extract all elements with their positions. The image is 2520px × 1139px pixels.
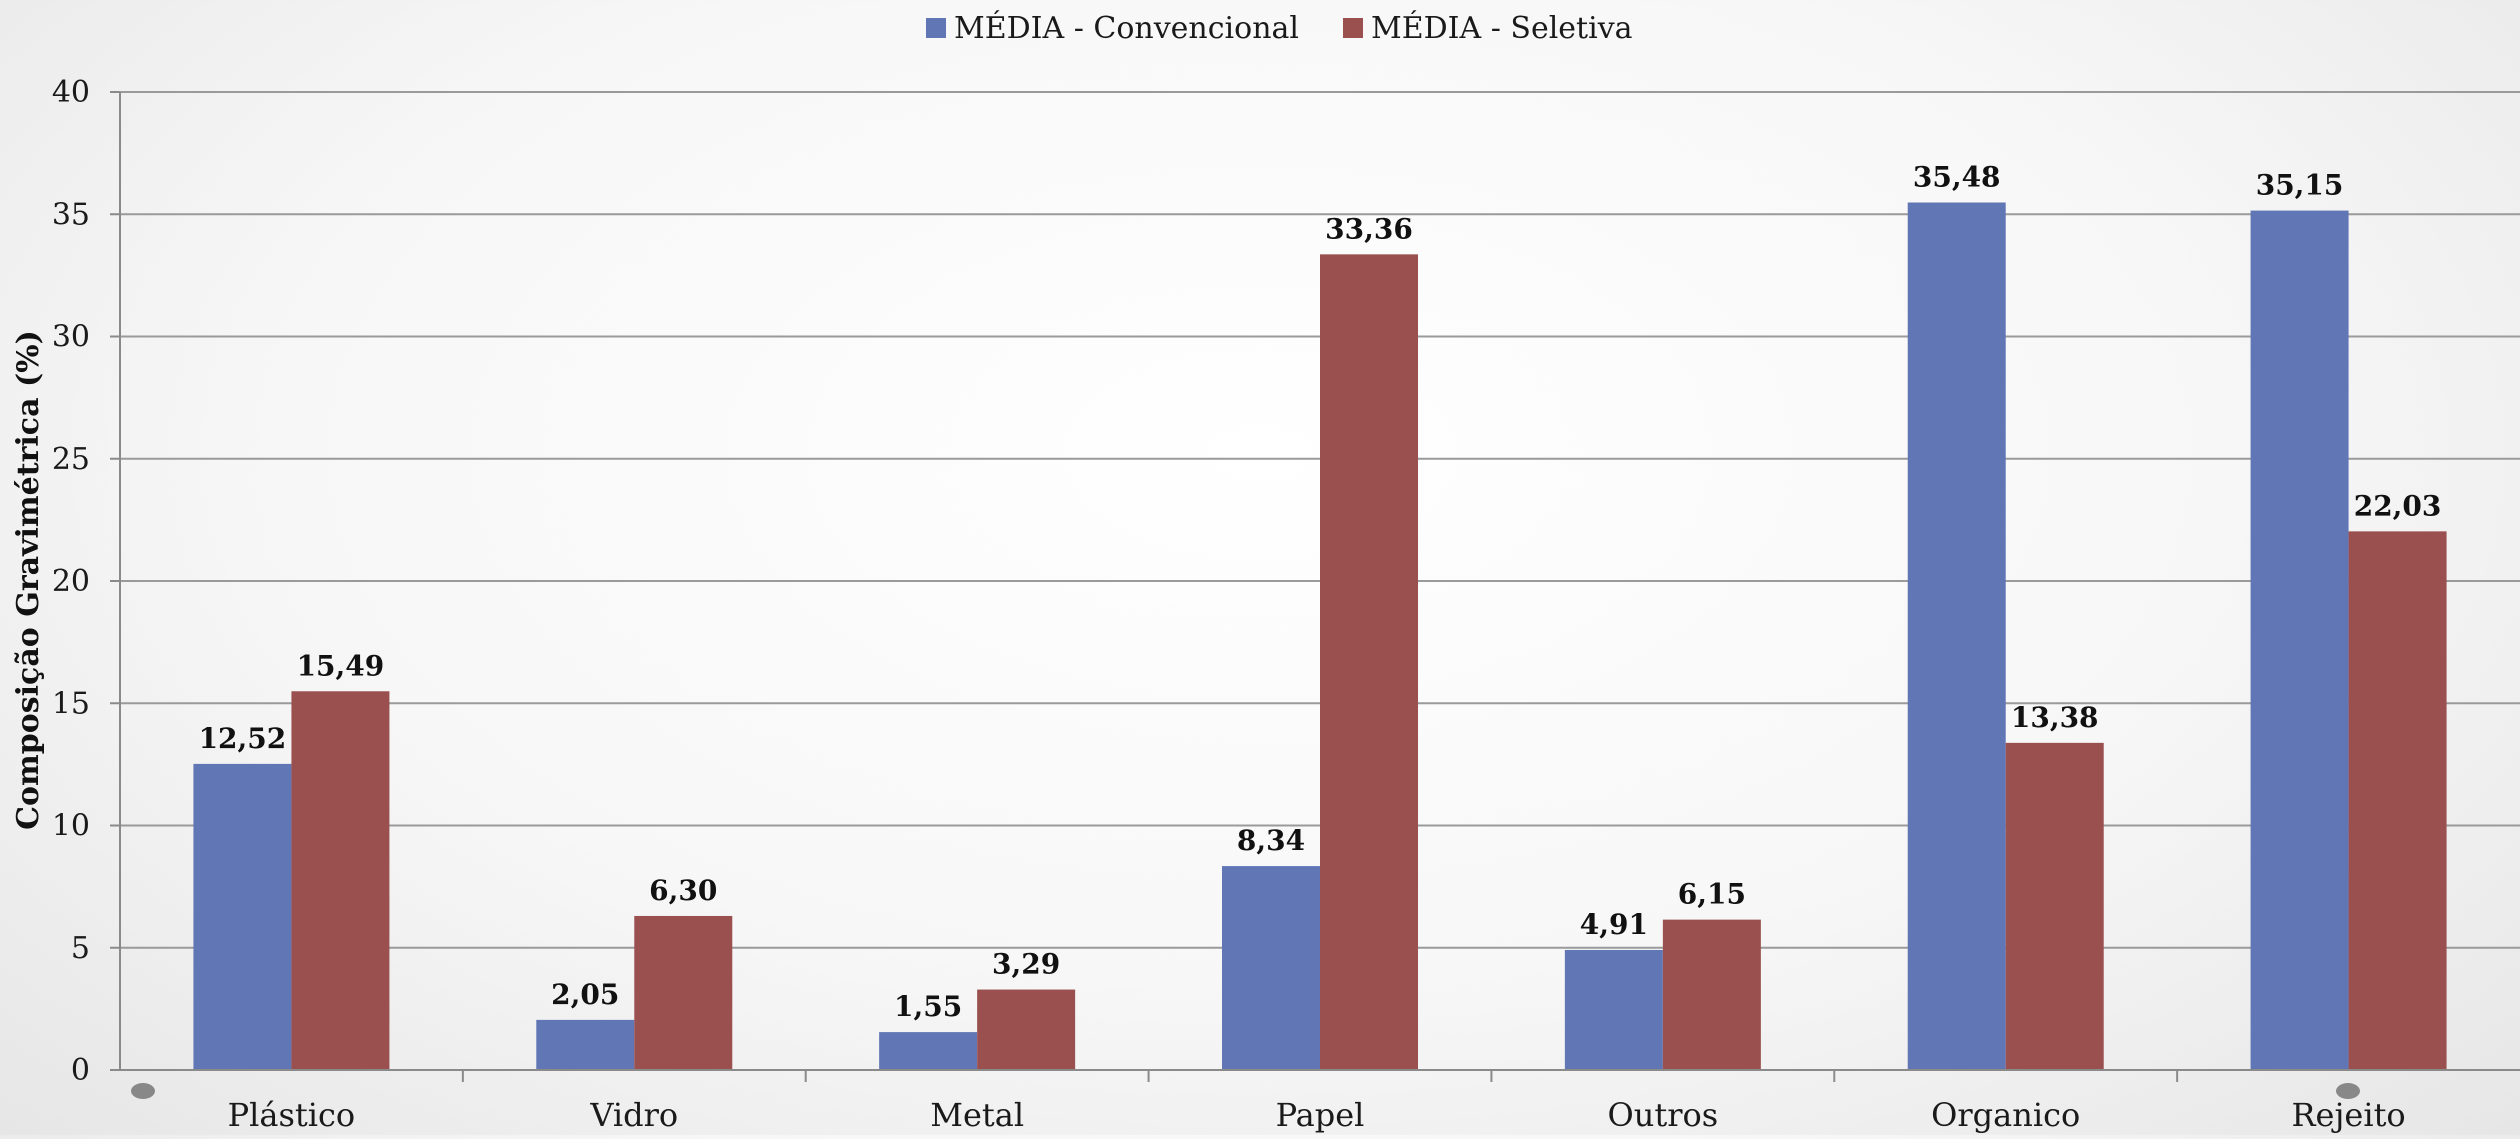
axes: 0 5 10 15 20 25 30 35 40 Plástico Vidro Metal Papel O… <box>52 75 2520 1134</box>
data-label: 35,48 <box>1913 161 2001 194</box>
bar-seletiva <box>1320 254 1418 1070</box>
y-tick-label: 10 <box>52 809 90 844</box>
y-tick-label: 20 <box>52 564 90 599</box>
bar-seletiva <box>1662 919 1761 1070</box>
data-label: 35,15 <box>2256 169 2344 202</box>
data-label: 6,15 <box>1678 878 1746 911</box>
x-category-label: Metal <box>930 1096 1024 1134</box>
decor-dot <box>2336 1083 2360 1099</box>
x-category-label: Papel <box>1276 1096 1365 1134</box>
bar-seletiva <box>634 915 733 1070</box>
bar-convencional <box>2250 210 2349 1070</box>
data-label: 1,55 <box>894 990 962 1023</box>
data-label: 33,36 <box>1325 212 1413 245</box>
y-tick-label: 5 <box>71 931 90 966</box>
y-tick-label: 30 <box>52 320 90 355</box>
data-label: 15,49 <box>297 649 385 682</box>
y-tick-label: 40 <box>52 75 90 110</box>
y-axis-title: Composição Gravimétrica (%) <box>11 330 46 830</box>
bar-convencional <box>1564 949 1663 1070</box>
bar-convencional <box>536 1019 635 1070</box>
data-label: 13,38 <box>2011 701 2099 734</box>
x-category-label: Vidro <box>589 1096 678 1134</box>
data-label: 12,52 <box>199 722 287 755</box>
bar-convencional <box>193 763 292 1070</box>
x-category-label: Plástico <box>228 1096 356 1134</box>
y-tick-label: 25 <box>52 442 90 477</box>
data-label: 4,91 <box>1580 908 1648 941</box>
legend-swatch <box>926 18 946 38</box>
legend-label: MÉDIA - Seletiva <box>1371 10 1633 46</box>
bar-convencional <box>879 1032 978 1070</box>
x-category-label: Outros <box>1608 1096 1719 1134</box>
legend: MÉDIA - Convencional MÉDIA - Seletiva <box>926 10 1633 46</box>
y-tick-label: 35 <box>52 197 90 232</box>
x-category-label: Organico <box>1931 1096 2080 1134</box>
data-label: 3,29 <box>992 948 1060 981</box>
data-label: 6,30 <box>649 874 717 907</box>
bar-seletiva <box>977 989 1076 1070</box>
legend-swatch <box>1343 18 1363 38</box>
bar-seletiva <box>2348 531 2447 1070</box>
y-tick-label: 0 <box>71 1053 90 1088</box>
y-tick-label: 15 <box>52 686 90 721</box>
bars <box>193 202 2447 1070</box>
data-label: 2,05 <box>551 978 619 1011</box>
data-labels: 12,52 15,49 2,05 6,30 1,55 3,29 8,34 33,36 4,91 6… <box>199 161 2442 1024</box>
bar-convencional <box>1907 202 2006 1070</box>
x-category-label: Rejeito <box>2291 1096 2405 1134</box>
bar-seletiva <box>291 691 390 1070</box>
data-label: 8,34 <box>1237 824 1305 857</box>
decor-dot <box>131 1083 155 1099</box>
data-label: 22,03 <box>2354 489 2442 522</box>
bar-seletiva <box>2005 742 2104 1070</box>
legend-label: MÉDIA - Convencional <box>954 10 1299 46</box>
bar-convencional <box>1222 866 1320 1070</box>
